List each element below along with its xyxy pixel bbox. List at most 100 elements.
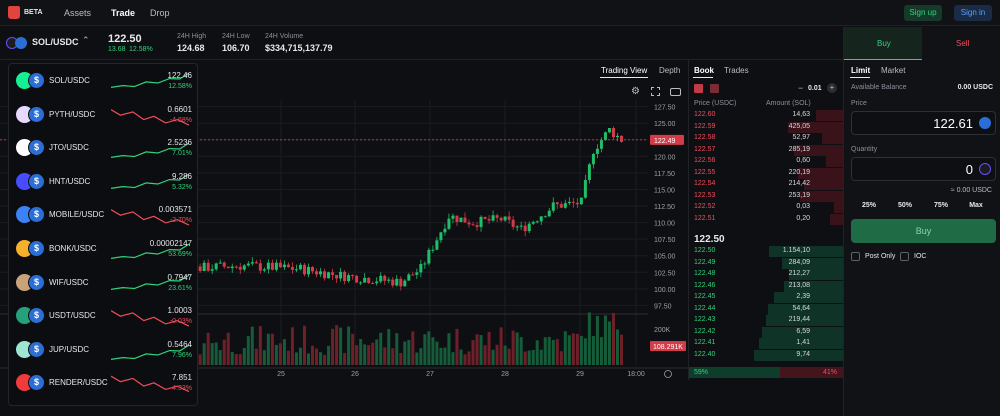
bid-row[interactable]: 122.41 1,41 <box>689 338 844 350</box>
bid-amount: 2,39 <box>796 293 810 300</box>
price-label: Price <box>851 100 867 107</box>
candle-body <box>278 262 282 268</box>
bid-row[interactable]: 122.50 1.154,10 <box>689 246 844 258</box>
market-item[interactable]: $ BONK/USDC 0.00002147 53.69% <box>9 232 199 266</box>
market-item[interactable]: $ HNT/USDC 9.286 5.32% <box>9 165 199 199</box>
sign-up-button[interactable]: Sign up <box>904 5 942 21</box>
logo-icon[interactable] <box>8 6 20 19</box>
ask-row[interactable]: 122.56 0,60 <box>689 156 844 168</box>
tick-plus-button[interactable]: + <box>827 83 837 93</box>
volume-bar <box>302 325 306 365</box>
chevron-up-icon[interactable]: ⌃ <box>82 35 90 45</box>
market-change: 12.58% <box>168 83 192 90</box>
price-input[interactable]: 122.61 <box>851 111 996 135</box>
volume-bar <box>286 350 290 365</box>
max-button[interactable]: Max <box>969 202 983 209</box>
candle-body <box>391 279 395 286</box>
tab-trading-view[interactable]: Trading View <box>601 66 648 75</box>
pct-50-button[interactable]: 50% <box>897 202 912 209</box>
volume-bar <box>507 348 511 365</box>
settings-icon[interactable]: ⚙ <box>631 86 640 97</box>
volume-tag: 108.291K <box>653 344 683 351</box>
book-view-asks-icon[interactable] <box>710 84 719 93</box>
ask-depth-bar <box>804 179 844 190</box>
change-pct: 12.58% <box>129 46 153 53</box>
sign-in-button[interactable]: Sign in <box>954 5 992 21</box>
volume-bar <box>555 339 559 365</box>
tab-market[interactable]: Market <box>881 66 906 75</box>
pair-selector[interactable]: SOL/USDC <box>32 37 79 47</box>
market-name: WIF/USDC <box>49 277 89 287</box>
volume-bar <box>323 354 327 365</box>
candle-body <box>471 224 475 226</box>
bid-row[interactable]: 122.48 212,27 <box>689 269 844 281</box>
volume-bar <box>403 341 407 365</box>
ask-row[interactable]: 122.59 425,05 <box>689 121 844 134</box>
candlestick-chart[interactable]: 127.50125.00122.50120.00117.50115.00112.… <box>0 60 688 380</box>
ask-row[interactable]: 122.52 0,03 <box>689 202 844 214</box>
ask-ratio-bar <box>780 367 844 378</box>
low-value: 106.70 <box>222 43 250 53</box>
bid-price: 122.49 <box>694 258 716 266</box>
market-item[interactable]: $ SOL/USDC 122.46 12.58% <box>9 64 199 98</box>
tab-buy[interactable]: Buy <box>877 39 891 48</box>
market-item[interactable]: $ JTO/USDC 2.5236 7.01% <box>9 131 199 165</box>
pct-75-button[interactable]: 75% <box>933 202 948 209</box>
market-item[interactable]: $ JUP/USDC 0.5464 7.96% <box>9 333 199 367</box>
market-item[interactable]: $ MOBILE/USDC 0.003571 -2.70% <box>9 198 199 232</box>
ask-price: 122.57 <box>694 145 716 153</box>
nav-drop[interactable]: Drop <box>150 8 170 18</box>
ask-row[interactable]: 122.57 285,19 <box>689 144 844 157</box>
post-only-checkbox[interactable] <box>851 252 860 261</box>
volume-bar <box>319 352 323 365</box>
candle-body <box>499 217 503 221</box>
bid-row[interactable]: 122.42 6,59 <box>689 326 844 339</box>
ask-row[interactable]: 122.58 52,97 <box>689 133 844 145</box>
bid-row[interactable]: 122.40 9,74 <box>689 349 844 362</box>
tab-sell[interactable]: Sell <box>956 39 970 48</box>
ask-row[interactable]: 122.55 220,19 <box>689 167 844 180</box>
ask-row[interactable]: 122.54 214,42 <box>689 179 844 191</box>
bid-row[interactable]: 122.43 219,44 <box>689 315 844 327</box>
candle-body <box>371 283 375 285</box>
bid-row[interactable]: 122.45 2,39 <box>689 292 844 304</box>
bid-row[interactable]: 122.49 284,09 <box>689 257 844 270</box>
quantity-approx: ≈ 0.00 USDC <box>950 187 992 194</box>
fullscreen-icon[interactable] <box>651 87 660 96</box>
ask-price: 122.59 <box>694 122 716 130</box>
ask-row[interactable]: 122.60 14,63 <box>689 110 844 122</box>
tab-book[interactable]: Book <box>694 66 714 75</box>
tab-depth[interactable]: Depth <box>659 66 681 75</box>
candle-body <box>222 262 226 267</box>
pct-25-button[interactable]: 25% <box>861 202 876 209</box>
nav-trade[interactable]: Trade <box>111 8 136 18</box>
ioc-checkbox[interactable] <box>900 252 909 261</box>
tab-limit[interactable]: Limit <box>851 66 871 75</box>
market-name: BONK/USDC <box>49 244 97 253</box>
candle-body <box>335 274 339 279</box>
bid-row[interactable]: 122.46 213,08 <box>689 280 844 293</box>
ask-row[interactable]: 122.51 0,20 <box>689 213 844 226</box>
volume-bar <box>298 347 302 365</box>
camera-icon[interactable] <box>670 88 681 96</box>
ask-row[interactable]: 122.53 253,19 <box>689 190 844 203</box>
tick-minus-button[interactable]: − <box>798 83 804 93</box>
bid-row[interactable]: 122.44 54,64 <box>689 303 844 316</box>
market-item[interactable]: $ USDT/USDC 1.0003 -0.03% <box>9 299 199 333</box>
book-view-both-icon[interactable] <box>694 84 703 93</box>
volume-bar <box>519 337 523 365</box>
candle-body <box>210 269 214 271</box>
market-change: 7.01% <box>172 150 192 158</box>
market-item[interactable]: $ PYTH/USDC 0.6601 -4.68% <box>9 98 199 132</box>
volume-scale-label: 200K <box>654 327 671 334</box>
volume-bar <box>407 340 411 365</box>
market-item[interactable]: $ WIF/USDC 0.7947 23.61% <box>9 266 199 300</box>
bid-depth-bar <box>754 349 844 361</box>
candle-body <box>595 148 599 154</box>
tab-trades[interactable]: Trades <box>724 66 749 75</box>
nav-assets[interactable]: Assets <box>64 8 92 18</box>
quantity-input[interactable]: 0 <box>851 157 996 181</box>
market-item[interactable]: $ RENDER/USDC 7.851 -4.33% <box>9 366 199 400</box>
submit-buy-button[interactable]: Buy <box>851 219 996 243</box>
bid-price: 122.48 <box>694 270 716 277</box>
